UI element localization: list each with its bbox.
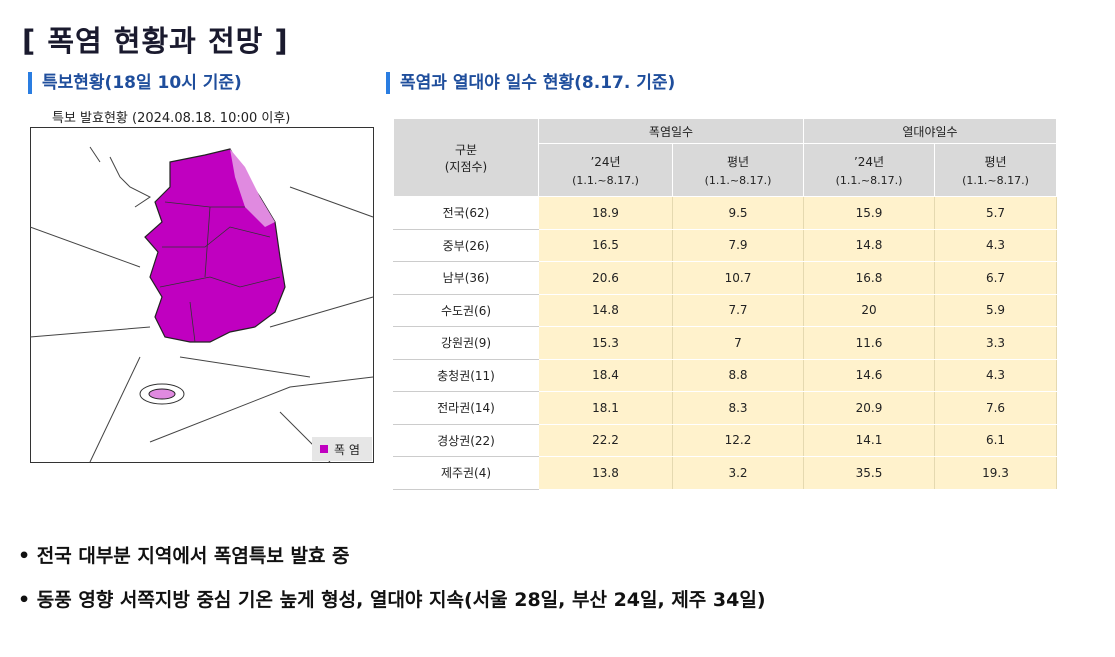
legend-label: 폭 염 — [334, 443, 360, 457]
legend-swatch — [320, 445, 328, 453]
data-cell: 14.6 — [803, 358, 935, 392]
corner-line: 구분 — [454, 142, 478, 157]
data-cell: 18.1 — [538, 391, 673, 425]
right-heading: 폭염과 열대야 일수 현황(8.17. 기준) — [386, 72, 675, 94]
bullet: • 동풍 영향 서쪽지방 중심 기온 높게 형성, 열대야 지속(서울 28일,… — [18, 589, 766, 611]
map-caption: 특보 발효현황 (2024.08.18. 10:00 이후) — [52, 111, 291, 126]
data-cell: 8.3 — [672, 391, 804, 425]
data-cell: 5.9 — [934, 293, 1057, 327]
data-cell: 7 — [672, 326, 804, 360]
sub-header: 평년 (1.1.~8.17.) — [672, 143, 804, 197]
data-cell: 14.8 — [538, 293, 673, 327]
data-cell: 12.2 — [672, 423, 804, 457]
data-cell: 20.6 — [538, 261, 673, 295]
data-cell: 15.3 — [538, 326, 673, 360]
row-label: 충청권(11) — [393, 358, 539, 392]
region-borders — [159, 201, 281, 343]
corner-line: (지점수) — [444, 159, 488, 174]
sub-header: ’24년 (1.1.~8.17.) — [538, 143, 673, 197]
data-cell: 7.7 — [672, 293, 804, 327]
sub-header-line: 평년 — [726, 155, 750, 169]
group-header: 열대야일수 — [803, 118, 1057, 144]
data-cell: 11.6 — [803, 326, 935, 360]
sub-header-line: (1.1.~8.17.) — [962, 174, 1029, 187]
row-label: 전라권(14) — [393, 391, 539, 425]
row-label: 남부(36) — [393, 261, 539, 295]
data-cell: 7.9 — [672, 228, 804, 262]
data-cell: 20 — [803, 293, 935, 327]
land-advisory — [230, 149, 275, 227]
data-cell: 14.8 — [803, 228, 935, 262]
corner-header: 구분 (지점수) — [393, 118, 539, 197]
bullet-text: 동풍 영향 서쪽지방 중심 기온 높게 형성, 열대야 지속(서울 28일, 부… — [36, 589, 766, 611]
row-label: 중부(26) — [393, 228, 539, 262]
row-label: 수도권(6) — [393, 293, 539, 327]
data-cell: 8.8 — [672, 358, 804, 392]
bullet-text: 전국 대부분 지역에서 폭염특보 발효 중 — [36, 545, 350, 567]
row-label: 제주권(4) — [393, 456, 539, 490]
data-cell: 6.7 — [934, 261, 1057, 295]
data-cell: 16.8 — [803, 261, 935, 295]
data-cell: 5.7 — [934, 196, 1057, 230]
sea-zones — [30, 146, 374, 463]
sub-header: ’24년 (1.1.~8.17.) — [803, 143, 935, 197]
sub-header-line: ’24년 — [590, 155, 621, 169]
data-cell: 22.2 — [538, 423, 673, 457]
left-heading: 특보현황(18일 10시 기준) — [28, 72, 242, 94]
row-label: 경상권(22) — [393, 423, 539, 457]
data-cell: 6.1 — [934, 423, 1057, 457]
data-cell: 35.5 — [803, 456, 935, 490]
sub-header-line: ’24년 — [853, 155, 885, 169]
sub-header-line: 평년 — [984, 155, 1007, 169]
title: [ 폭염 현황과 전망 ] — [22, 24, 289, 58]
data-cell: 13.8 — [538, 456, 673, 490]
row-label: 전국(62) — [393, 196, 539, 230]
map: 폭 염 — [30, 127, 374, 463]
group-header: 폭염일수 — [538, 118, 804, 144]
data-cell: 15.9 — [803, 196, 935, 230]
data-cell: 19.3 — [934, 456, 1057, 490]
sub-header-line: (1.1.~8.17.) — [835, 174, 903, 187]
data-cell: 18.4 — [538, 358, 673, 392]
stats-table: 구분 (지점수) 폭염일수 열대야일수 ’24년 (1.1.~8.17.) 평년 (1.1.~… — [393, 118, 1057, 490]
data-cell: 16.5 — [538, 228, 673, 262]
sub-header-line: (1.1.~8.17.) — [572, 174, 639, 187]
sub-header-line: (1.1.~8.17.) — [704, 174, 772, 187]
row-label: 강원권(9) — [393, 326, 539, 360]
jeju — [148, 388, 176, 400]
bullet: • 전국 대부분 지역에서 폭염특보 발효 중 — [18, 545, 350, 567]
sub-header: 평년 (1.1.~8.17.) — [934, 143, 1057, 197]
data-cell: 10.7 — [672, 261, 804, 295]
data-cell: 7.6 — [934, 391, 1057, 425]
data-cell: 3.2 — [672, 456, 804, 490]
data-cell: 4.3 — [934, 358, 1057, 392]
data-cell: 18.9 — [538, 196, 673, 230]
data-cell: 4.3 — [934, 228, 1057, 262]
data-cell: 9.5 — [672, 196, 804, 230]
data-cell: 14.1 — [803, 423, 935, 457]
data-cell: 3.3 — [934, 326, 1057, 360]
data-cell: 20.9 — [803, 391, 935, 425]
